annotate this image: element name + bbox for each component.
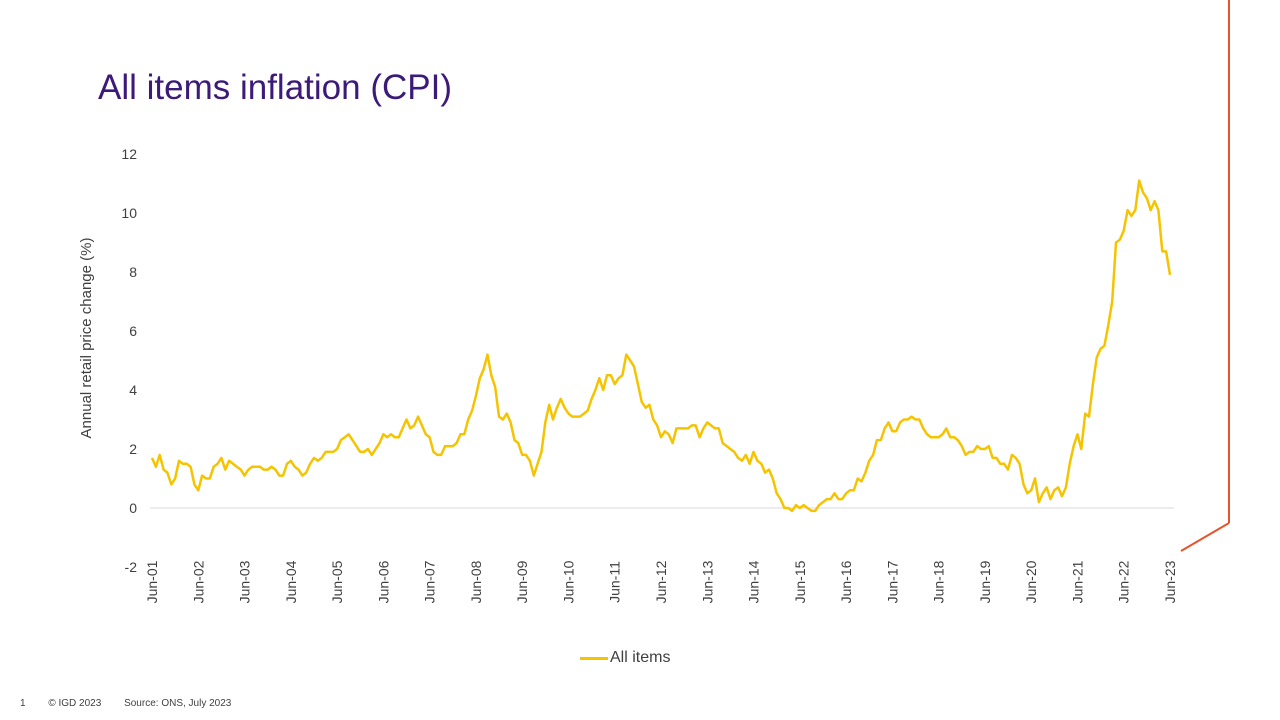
decorative-diagonal-line	[1180, 522, 1230, 552]
footer: 1 © IGD 2023 Source: ONS, July 2023	[20, 698, 251, 709]
source-note: Source: ONS, July 2023	[124, 698, 232, 709]
x-tick-label: Jun-21	[1069, 560, 1085, 603]
x-tick-label: Jun-17	[884, 560, 900, 603]
series-line-all-items	[150, 179, 1172, 513]
x-tick-label: Jun-05	[329, 560, 345, 603]
page-number: 1	[20, 698, 26, 709]
x-tick-label: Jun-08	[468, 560, 484, 603]
page-title: All items inflation (CPI)	[98, 68, 452, 107]
x-tick-label: Jun-03	[237, 560, 253, 603]
y-tick-label: 0	[129, 500, 137, 516]
x-tick-label: Jun-18	[931, 560, 947, 603]
y-tick-label: 2	[129, 441, 137, 457]
copyright: © IGD 2023	[48, 698, 102, 709]
x-tick-label: Jun-15	[792, 560, 808, 603]
x-tick-label: Jun-23	[1162, 560, 1178, 603]
legend: All items	[580, 649, 670, 667]
x-tick-label: Jun-12	[653, 560, 669, 603]
x-tick-label: Jun-06	[375, 560, 391, 603]
legend-label: All items	[610, 649, 671, 666]
x-tick-label: Jun-20	[1023, 560, 1039, 603]
x-tick-label: Jun-14	[746, 560, 762, 603]
y-tick-label: 8	[129, 264, 137, 280]
x-tick-label: Jun-04	[283, 560, 299, 603]
y-tick-label: 10	[121, 205, 137, 221]
y-tick-label: 4	[129, 382, 137, 398]
legend-swatch	[580, 656, 608, 660]
x-tick-label: Jun-16	[838, 560, 854, 603]
x-tick-label: Jun-07	[422, 560, 438, 603]
y-tick-label: -2	[125, 559, 138, 575]
x-tick-label: Jun-09	[514, 560, 530, 603]
y-tick-label: 12	[121, 146, 137, 162]
x-tick-label: Jun-22	[1116, 560, 1132, 603]
y-tick-label: 6	[129, 323, 137, 339]
x-tick-label: Jun-13	[699, 560, 715, 603]
x-tick-label: Jun-02	[190, 560, 206, 603]
x-tick-label: Jun-10	[560, 560, 576, 603]
x-tick-label: Jun-19	[977, 560, 993, 603]
y-axis-label: Annual retail price change (%)	[78, 238, 95, 439]
x-tick-label: Jun-01	[144, 560, 160, 603]
x-tick-label: Jun-11	[607, 561, 623, 603]
